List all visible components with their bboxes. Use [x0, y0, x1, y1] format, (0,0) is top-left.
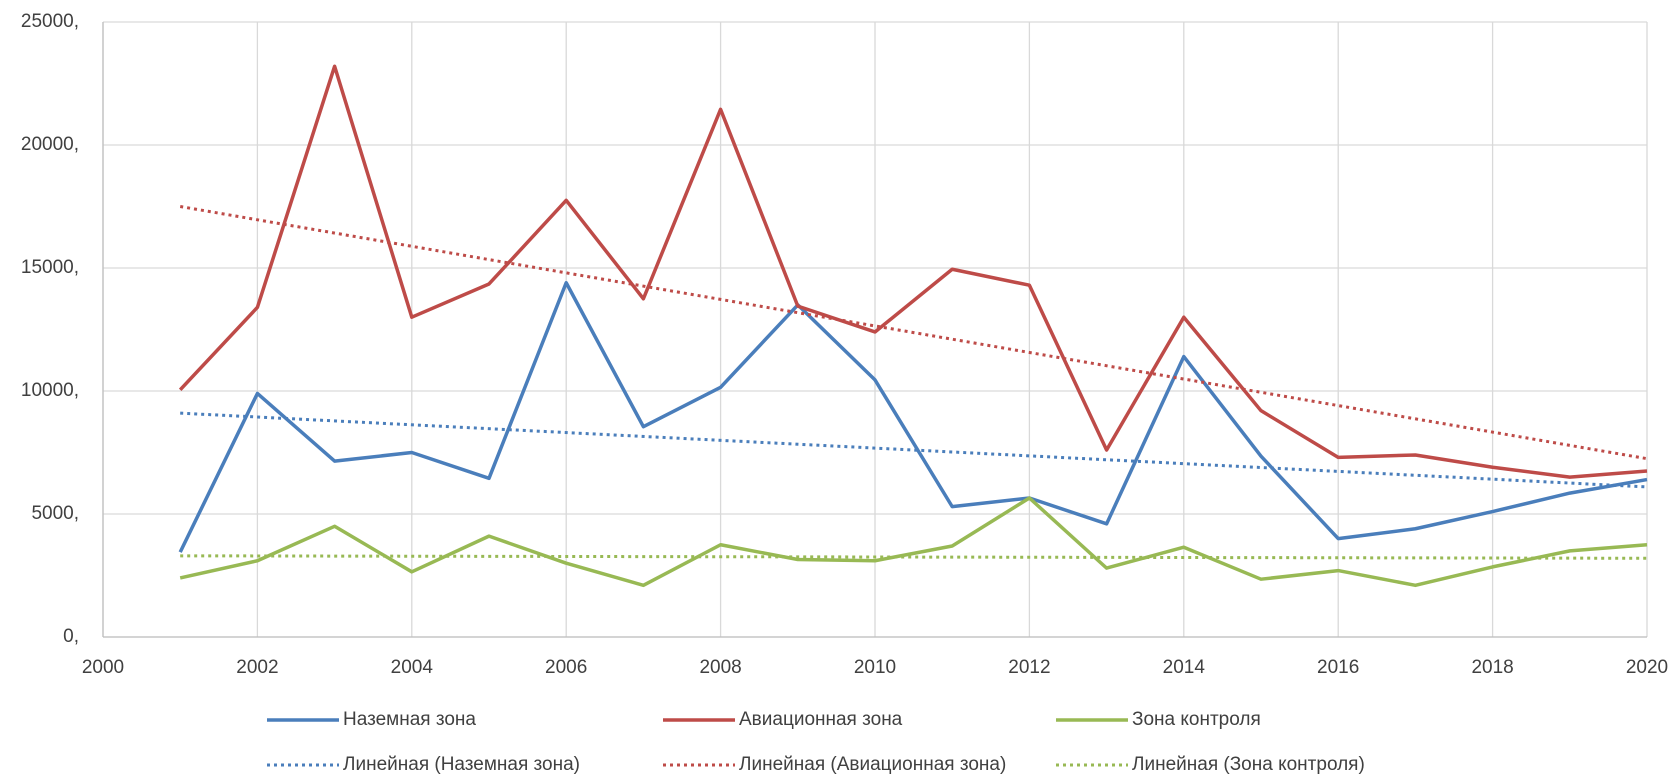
x-tick-label: 2002 — [236, 657, 278, 678]
trend-line — [180, 411, 1648, 489]
legend-label: Авиационная зона — [739, 709, 903, 730]
legend-label: Линейная (Авиационная зона) — [739, 754, 1006, 775]
x-tick-label: 2008 — [699, 657, 741, 678]
x-tick-label: 2006 — [545, 657, 587, 678]
y-tick-label: 0, — [63, 626, 79, 647]
x-tick-label: 2016 — [1317, 657, 1359, 678]
x-tick-label: 2012 — [1008, 657, 1050, 678]
legend-label: Наземная зона — [343, 709, 476, 730]
y-tick-label: 5000, — [31, 503, 79, 524]
y-tick-label: 15000, — [21, 257, 79, 278]
x-tick-label: 2004 — [391, 657, 434, 678]
legend-label: Линейная (Зона контроля) — [1132, 754, 1365, 775]
y-tick-label: 10000, — [21, 380, 79, 401]
x-tick-label: 2010 — [854, 657, 896, 678]
x-tick-label: 2018 — [1471, 657, 1513, 678]
y-tick-label: 20000, — [21, 134, 79, 155]
legend-label: Линейная (Наземная зона) — [343, 754, 580, 775]
series-line — [178, 281, 1648, 553]
x-tick-label: 2020 — [1626, 657, 1668, 678]
x-tick-label: 2000 — [82, 657, 124, 678]
series-line — [178, 64, 1648, 479]
trend-line — [180, 554, 1648, 560]
y-tick-label: 25000, — [21, 11, 79, 32]
trend-line — [179, 205, 1648, 461]
legend-label: Зона контроля — [1132, 709, 1261, 730]
x-tick-label: 2014 — [1163, 657, 1206, 678]
series-line — [179, 496, 1648, 588]
